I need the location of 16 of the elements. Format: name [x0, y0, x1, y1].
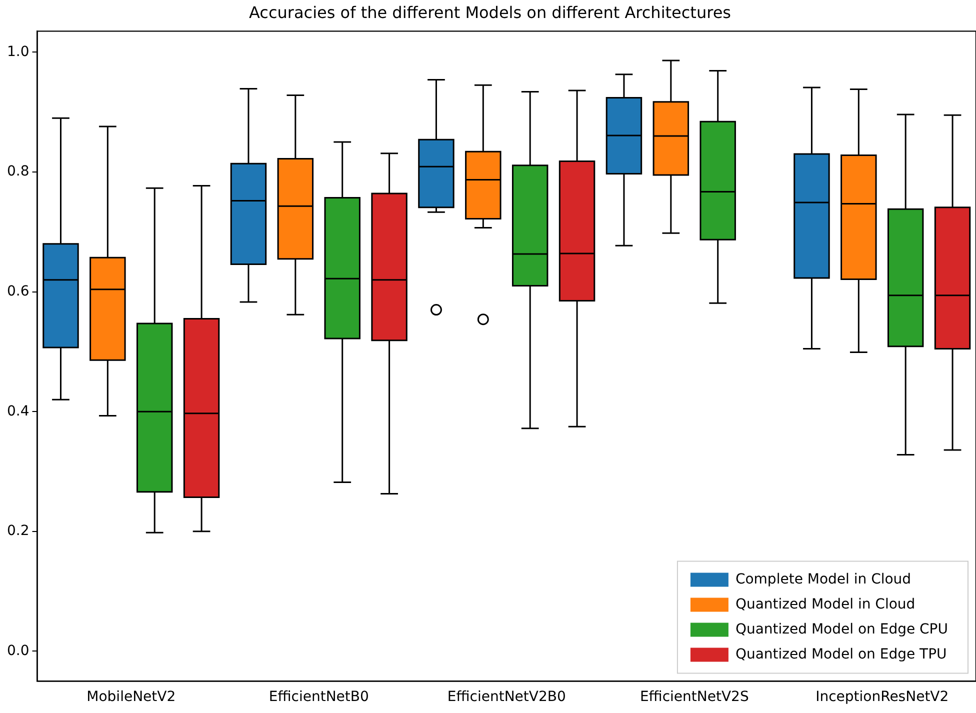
legend-label: Quantized Model on Edge CPU	[735, 621, 948, 638]
legend-label: Quantized Model in Cloud	[735, 596, 916, 612]
x-tick-label: InceptionResNetV2	[816, 689, 949, 706]
y-tick-label: 0.0	[7, 642, 30, 659]
x-tick-label: EfficientNetV2S	[640, 689, 749, 706]
legend-label: Quantized Model on Edge TPU	[735, 646, 947, 662]
y-tick-label: 0.4	[7, 403, 30, 420]
legend-label: Complete Model in Cloud	[735, 571, 912, 588]
x-tick-label: EfficientNetB0	[268, 689, 369, 706]
x-tick-label: MobileNetV2	[86, 689, 176, 706]
chart-title: Accuracies of the different Models on different Architectures	[249, 2, 731, 22]
y-tick-label: 0.6	[7, 283, 30, 300]
x-tick-label: EfficientNetV2B0	[447, 689, 566, 706]
y-tick-label: 1.0	[7, 44, 30, 60]
y-tick-label: 0.2	[7, 523, 30, 540]
y-tick-label: 0.8	[7, 164, 30, 180]
